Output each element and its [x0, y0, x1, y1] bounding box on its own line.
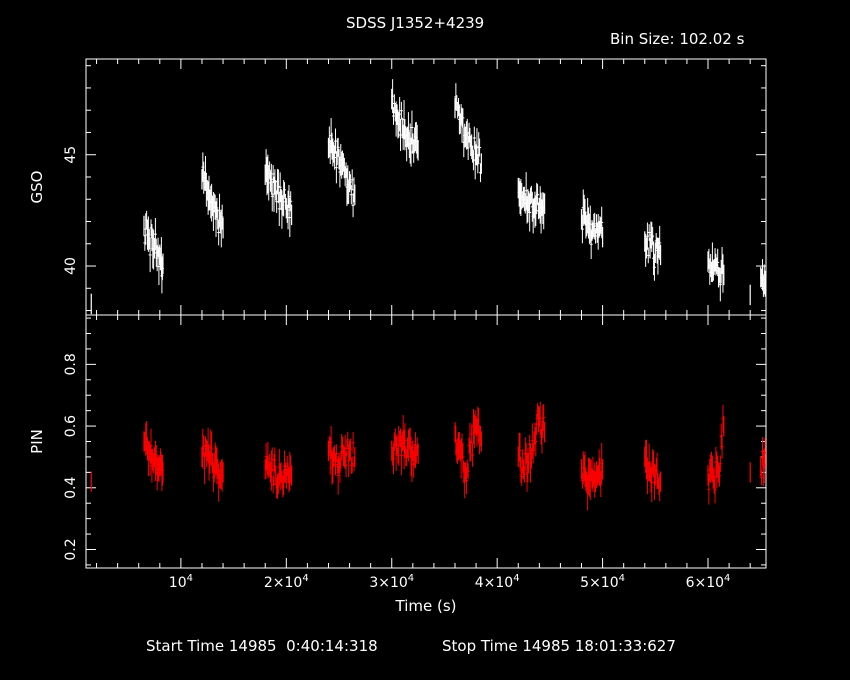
x-tick-label: 104 [169, 573, 193, 591]
y-tick-label: 0.4 [63, 477, 79, 499]
y-tick-label: 0.6 [63, 415, 79, 437]
data-series [90, 401, 766, 511]
x-tick-label: 5×104 [580, 573, 625, 591]
plot-frame [85, 314, 767, 569]
x-tick-label: 4×104 [475, 573, 520, 591]
panel-gso: 40 45 GSO [28, 58, 767, 316]
y-axis-label: PIN [28, 429, 46, 454]
start-time-label: Start Time 14985 0:40:14:318 [146, 637, 378, 655]
x-tick-label: 2×104 [264, 573, 309, 591]
panel-pin: 0.2 0.4 0.6 0.8 PIN 104 2×104 3×104 4×104 5×104 6×… [28, 314, 767, 615]
y-tick-label: 45 [63, 146, 79, 164]
x-axis-label: Time (s) [395, 597, 457, 615]
stop-time-label: Stop Time 14985 18:01:33:627 [442, 637, 676, 655]
bin-size-label: Bin Size: 102.02 s [610, 30, 745, 48]
plot-frame [85, 58, 767, 316]
x-tick-label: 3×104 [369, 573, 414, 591]
y-axis-label: GSO [28, 171, 46, 204]
data-series [90, 79, 766, 315]
y-tick-label: 40 [63, 257, 79, 275]
y-tick-label: 0.2 [63, 538, 79, 560]
y-tick-label: 0.8 [63, 353, 79, 375]
chart-title: SDSS J1352+4239 [346, 14, 485, 32]
x-tick-label: 6×104 [686, 573, 731, 591]
